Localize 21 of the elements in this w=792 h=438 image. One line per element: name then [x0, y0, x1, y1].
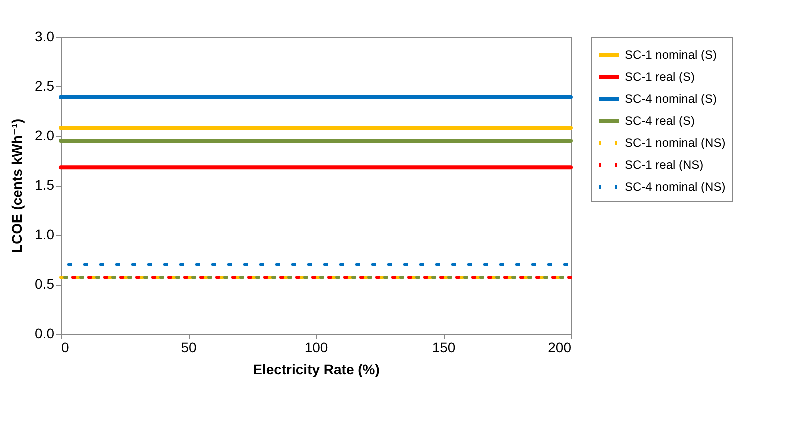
legend-label: SC-1 nominal (S)	[625, 48, 718, 62]
y-tick-label: 1.5	[35, 177, 55, 193]
y-tick-label: 0.0	[35, 326, 55, 342]
legend-label: SC-1 real (NS)	[625, 158, 704, 172]
legend-label: SC-1 real (S)	[625, 70, 696, 84]
x-axis-title: Electricity Rate (%)	[253, 362, 380, 378]
legend-label: SC-4 real (S)	[625, 114, 696, 128]
y-tick-label: 1.0	[35, 226, 55, 242]
x-tick-label: 50	[181, 340, 197, 356]
y-tick-label: 2.5	[35, 78, 55, 94]
legend-label: SC-1 nominal (NS)	[625, 136, 726, 150]
x-tick-label: 150	[432, 340, 456, 356]
y-tick-label: 2.0	[35, 128, 55, 144]
x-tick-label: 0	[62, 340, 70, 356]
y-axis-title: LCOE (cents kWh⁻¹)	[9, 118, 26, 254]
x-tick-label: 100	[304, 340, 328, 356]
legend-label: SC-4 nominal (NS)	[625, 180, 726, 194]
legend-label: SC-4 nominal (S)	[625, 92, 718, 106]
x-tick-label: 200	[548, 340, 572, 356]
y-tick-label: 0.5	[35, 276, 55, 292]
y-tick-label: 3.0	[35, 28, 55, 44]
